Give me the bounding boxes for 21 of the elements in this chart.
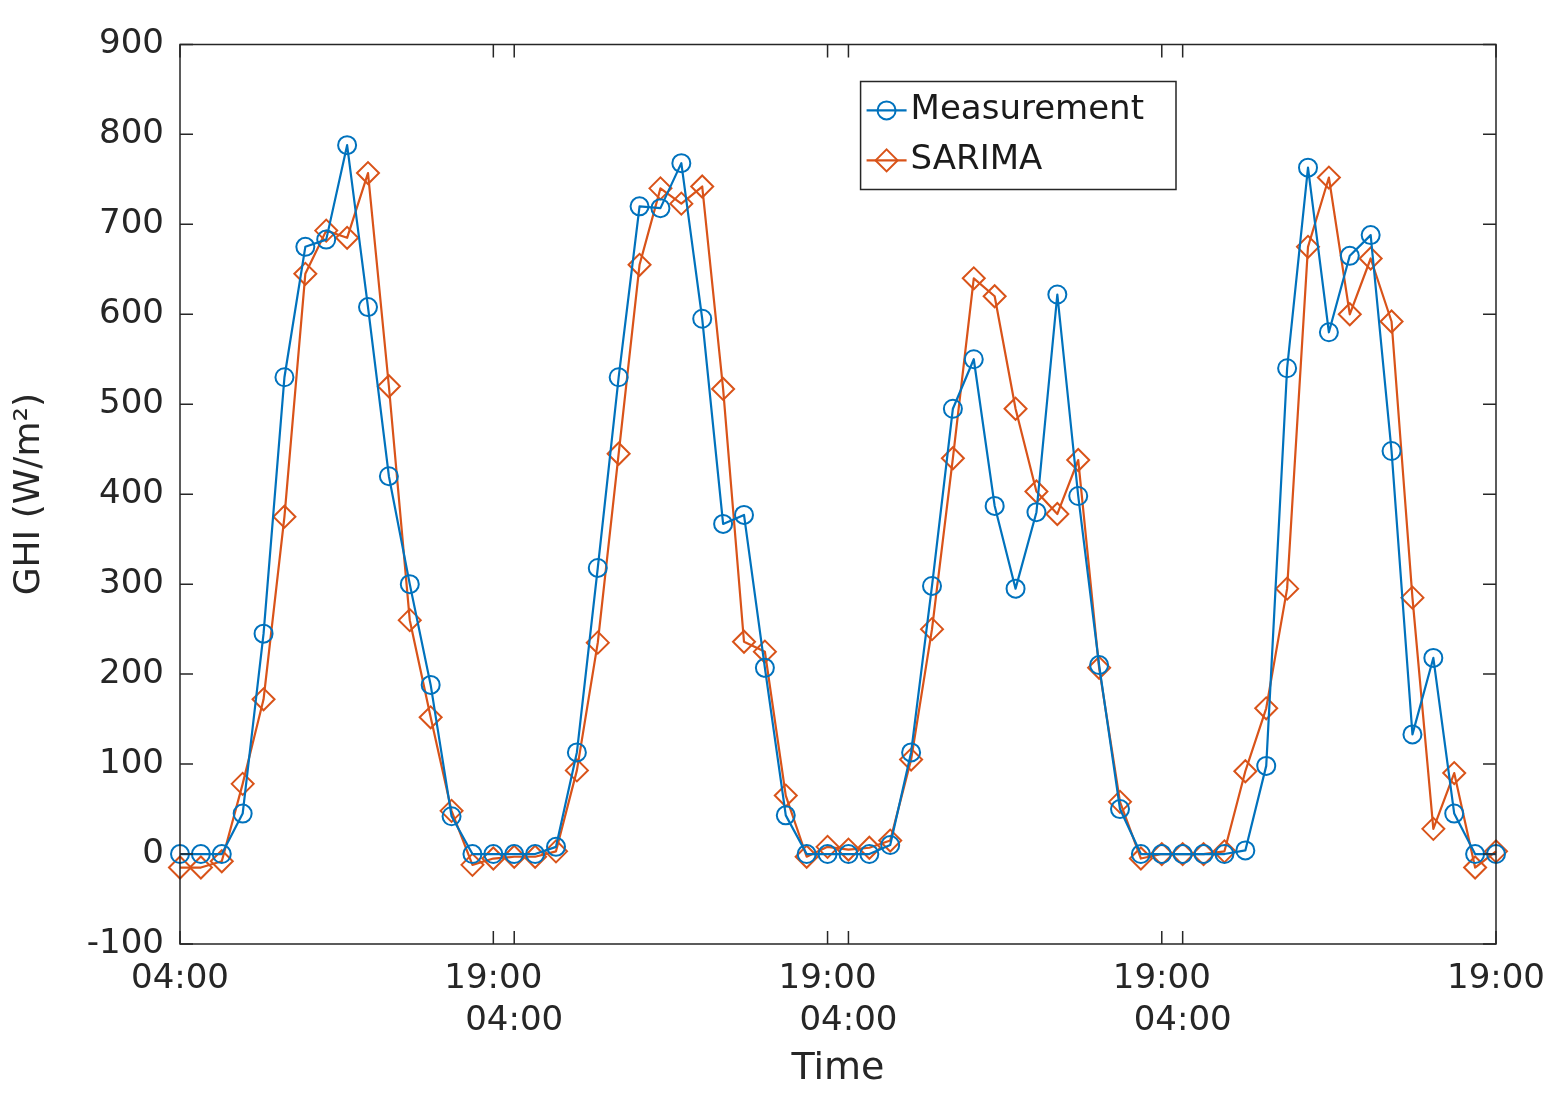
y-tick-label: 600 — [99, 291, 164, 332]
x-axis-title: Time — [790, 1044, 885, 1089]
x-tick-label: 19:00 — [778, 955, 877, 996]
y-tick-label: 500 — [99, 381, 164, 422]
y-tick-label: 200 — [99, 650, 164, 691]
y-tick-label: 700 — [99, 201, 164, 242]
x-tick-label: 04:00 — [1133, 997, 1232, 1038]
legend-label: SARIMA — [910, 137, 1043, 178]
y-tick-label: 0 — [142, 830, 164, 871]
y-tick-label: 900 — [99, 21, 164, 62]
x-tick-label: 19:00 — [1112, 955, 1211, 996]
x-tick-label: 19:00 — [444, 955, 543, 996]
legend-label: Measurement — [910, 87, 1144, 128]
y-tick-label: 300 — [99, 560, 164, 601]
y-tick-label: 400 — [99, 471, 164, 512]
x-tick-label: 04:00 — [465, 997, 564, 1038]
y-axis-title: GHI (W/m²) — [5, 393, 47, 596]
y-tick-label: 100 — [99, 740, 164, 781]
x-tick-label: 04:00 — [799, 997, 898, 1038]
y-tick-label: 800 — [99, 111, 164, 152]
x-tick-label: 19:00 — [1447, 955, 1545, 996]
